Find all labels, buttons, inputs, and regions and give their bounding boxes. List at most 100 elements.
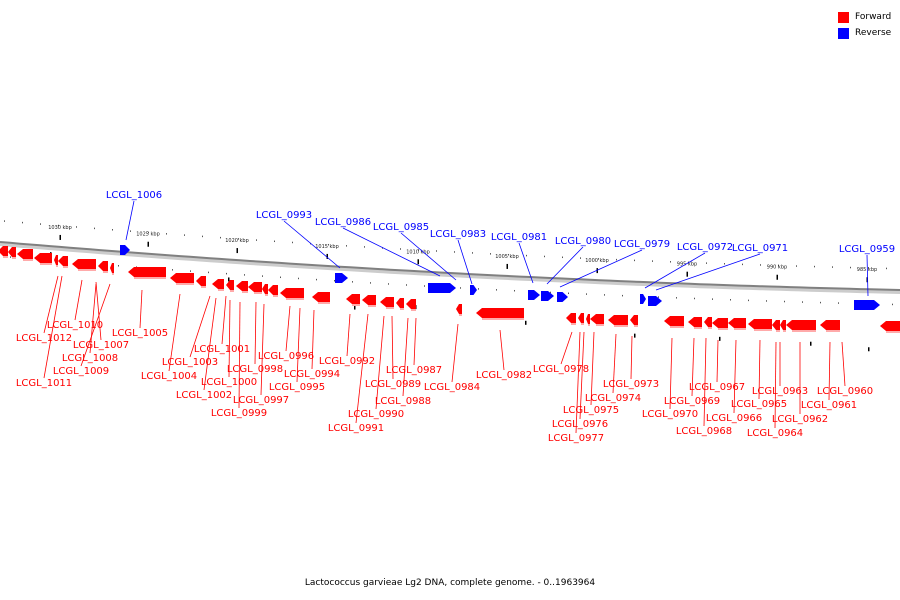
forward-gene-arrow-shadow (273, 295, 278, 297)
reverse-gene-leader (518, 242, 534, 284)
forward-gene-arrow-shadow (634, 325, 638, 327)
guide-dot (742, 263, 743, 266)
guide-dot (418, 249, 419, 251)
forward-gene-arrow-shadow (78, 269, 96, 271)
reverse-gene-label: LCGL_0980 (555, 236, 611, 247)
forward-gene-label: LCGL_0963 (752, 386, 808, 397)
forward-gene-arrow-shadow (459, 314, 462, 316)
forward-gene-leader (828, 341, 831, 401)
guide-dot (274, 240, 275, 243)
guide-dot (238, 238, 239, 240)
reverse-gene-arrow (648, 296, 662, 306)
guide-dot (706, 262, 707, 264)
forward-gene-label: LCGL_0998 (227, 364, 283, 375)
forward-gene-leader (733, 339, 737, 414)
forward-gene-label: LCGL_1005 (112, 328, 168, 339)
reverse-gene-arrow (120, 245, 130, 255)
forward-gene-label: LCGL_1000 (201, 377, 257, 388)
guide-dot (508, 253, 509, 256)
forward-gene-arrow-shadow (218, 289, 224, 291)
guide-dot (172, 269, 173, 271)
forward-gene-label: LCGL_0966 (706, 413, 762, 424)
forward-gene-arrow-shadow (176, 283, 194, 285)
forward-gene-arrow (728, 318, 746, 328)
forward-gene-arrow-shadow (411, 309, 416, 311)
reverse-gene-arrow (528, 290, 540, 300)
reverse-gene-label: LCGL_0959 (839, 244, 895, 255)
forward-gene-arrow-shadow (596, 324, 604, 326)
forward-gene-label: LCGL_0995 (269, 382, 325, 393)
guide-dot (550, 291, 551, 294)
forward-gene-arrow (688, 317, 702, 327)
guide-dot (796, 265, 797, 267)
reverse-gene-arrow (335, 273, 348, 283)
forward-gene-arrow-shadow (3, 256, 8, 258)
forward-gene-label: LCGL_1002 (176, 390, 232, 401)
forward-gene-label: LCGL_1012 (16, 333, 72, 344)
forward-gene-arrow-shadow (783, 330, 786, 332)
forward-gene-leader (346, 313, 351, 357)
guide-dot (580, 257, 581, 259)
forward-gene-arrow-shadow (286, 298, 304, 300)
forward-gene-leader (841, 341, 846, 387)
forward-gene-arrow-shadow (201, 286, 206, 288)
forward-gene-arrow (704, 317, 712, 327)
legend-reverse: Reverse (838, 25, 891, 41)
forward-gene-label: LCGL_1004 (141, 371, 197, 382)
forward-gene-leader (499, 329, 505, 371)
guide-dot (94, 227, 95, 230)
marker-tick (634, 333, 636, 338)
guide-dot (838, 302, 839, 304)
forward-gene-leader (95, 281, 102, 341)
forward-gene-leader (139, 289, 143, 329)
forward-gene-label: LCGL_0996 (258, 351, 314, 362)
forward-gene-label: LCGL_0999 (211, 408, 267, 419)
reverse-gene-label: LCGL_0972 (677, 242, 733, 253)
guide-dot (22, 221, 23, 224)
forward-gene-leader (758, 339, 761, 400)
guide-dot (622, 294, 623, 297)
guide-dot (778, 264, 779, 267)
forward-gene-arrow-shadow (134, 277, 166, 279)
forward-gene-leader (579, 331, 585, 420)
reverse-gene-leader (655, 253, 761, 291)
guide-dot (676, 297, 677, 299)
marker-tick (868, 347, 870, 352)
ruler-tick-label: 1030 kbp (48, 225, 72, 231)
guide-dot (652, 260, 653, 262)
legend-reverse-label: Reverse (855, 28, 892, 38)
forward-gene-arrow (34, 253, 52, 263)
forward-gene-label: LCGL_1001 (194, 344, 250, 355)
guide-dot (454, 251, 455, 253)
forward-gene-label: LCGL_0987 (386, 365, 442, 376)
forward-gene-label: LCGL_0970 (642, 409, 698, 420)
reverse-swatch (838, 27, 849, 39)
forward-gene-arrow (196, 276, 206, 286)
reverse-gene-label: LCGL_0985 (373, 222, 429, 233)
reverse-gene-label: LCGL_0981 (491, 232, 547, 243)
legend-forward: Forward (838, 9, 891, 25)
guide-dot (472, 252, 473, 254)
guide-dot (604, 294, 605, 296)
reverse-gene-label: LCGL_0986 (315, 217, 371, 228)
forward-gene-leader (89, 283, 97, 354)
forward-gene-label: LCGL_0961 (801, 400, 857, 411)
guide-dot (892, 303, 893, 306)
forward-gene-arrow (72, 259, 96, 269)
guide-dot (730, 299, 731, 301)
forward-gene-arrow-shadow (40, 263, 52, 265)
reverse-gene-label: LCGL_0983 (430, 229, 486, 240)
forward-gene-leader (402, 317, 409, 397)
forward-gene-arrow-shadow (254, 292, 262, 294)
reverse-gene-leader (866, 254, 869, 297)
forward-gene-arrow (578, 313, 584, 323)
forward-gene-label: LCGL_0964 (747, 428, 803, 439)
ruler-tick-label: 1010 kbp (406, 249, 430, 255)
guide-dot (256, 239, 257, 241)
guide-dot (526, 254, 527, 257)
guide-dot (760, 264, 761, 266)
forward-gene-leader (221, 295, 227, 345)
ruler-tick-label: 1025 kbp (136, 232, 160, 238)
forward-gene-arrow-shadow (230, 290, 234, 292)
reverse-gene-leader (546, 246, 584, 285)
